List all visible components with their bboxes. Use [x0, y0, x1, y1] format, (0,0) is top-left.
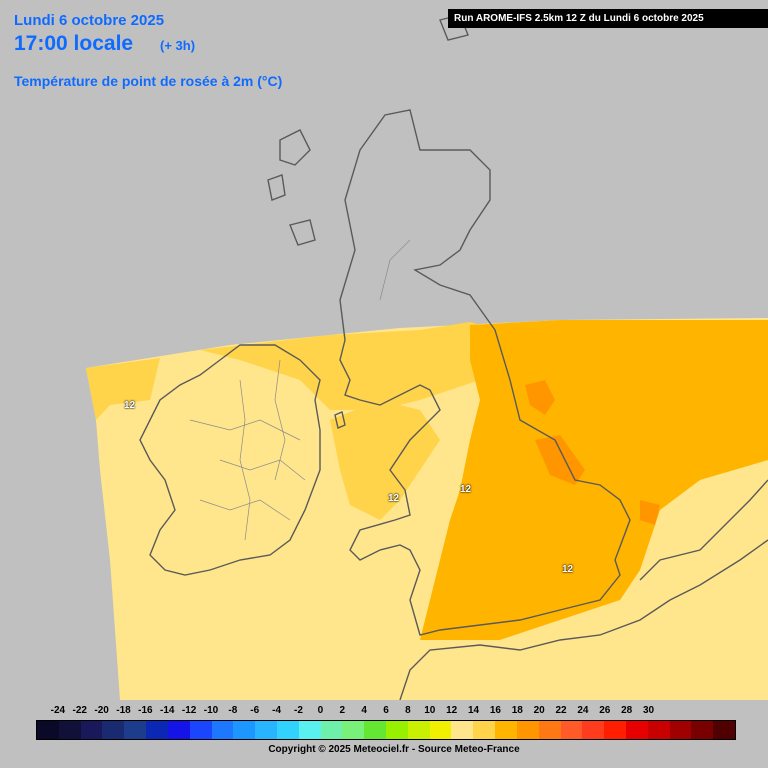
- coastline-france: [399, 539, 768, 700]
- color-swatch: [189, 721, 212, 739]
- scale-tick-label: 26: [599, 705, 611, 716]
- county-borders: [189, 239, 411, 541]
- dewpoint-band-14-16: [640, 500, 660, 525]
- scale-tick-label: -20: [94, 705, 109, 716]
- coastline-islands: [289, 219, 316, 246]
- color-swatch: [386, 721, 408, 739]
- scale-tick-label: 0: [317, 705, 324, 716]
- dewpoint-map: [86, 14, 768, 700]
- coastline-low-countries: [639, 479, 768, 581]
- color-scale-labels: -24 -22 -20 -18 -16 -14 -12 -10 -8 -6 -4 -2 0 2 4 6 8 10 1…: [36, 705, 736, 717]
- dewpoint-band-16-18: [535, 435, 585, 485]
- color-swatch: [407, 721, 430, 739]
- lead-time: (+ 3h): [160, 38, 196, 53]
- dewpoint-band-12-14: [86, 358, 160, 420]
- scale-tick-label: -22: [72, 705, 87, 716]
- scale-tick-label: 20: [533, 705, 545, 716]
- color-swatch: [495, 721, 517, 739]
- color-swatch: [124, 721, 147, 739]
- scale-tick-label: -10: [203, 705, 219, 716]
- color-swatch: [342, 721, 365, 739]
- scale-tick-label: 10: [424, 705, 436, 716]
- dewpoint-band-14-16: [420, 320, 768, 640]
- forecast-time: 17:00 locale: [14, 32, 134, 55]
- scale-tick-label: -24: [50, 705, 66, 716]
- contour-label: 12: [388, 493, 400, 504]
- coastline-isle-of-man: [334, 411, 346, 429]
- color-swatch: [647, 721, 670, 739]
- color-swatch: [604, 721, 626, 739]
- color-swatch: [146, 721, 168, 739]
- color-scale: [36, 720, 736, 740]
- copyright: Copyright © 2025 Meteociel.fr - Source M…: [268, 744, 520, 755]
- scale-tick-label: 16: [489, 705, 501, 716]
- color-swatch: [538, 721, 561, 739]
- scale-tick-label: -18: [116, 705, 131, 716]
- color-swatch: [625, 721, 648, 739]
- scale-tick-label: 8: [405, 705, 411, 716]
- scale-tick-label: -2: [294, 705, 303, 716]
- scale-tick-label: 24: [577, 705, 589, 716]
- scale-tick-label: -4: [272, 705, 282, 716]
- color-swatch: [276, 721, 299, 739]
- color-swatch: [233, 721, 256, 739]
- scale-tick-label: -6: [250, 705, 260, 716]
- scale-tick-label: 28: [621, 705, 633, 716]
- scale-tick-label: 14: [467, 705, 480, 716]
- dewpoint-band-12-14: [330, 400, 440, 520]
- parameter-title: Température de point de rosée à 2m (°C): [14, 73, 283, 89]
- color-swatch: [473, 721, 496, 739]
- scale-tick-label: -8: [228, 705, 238, 716]
- forecast-date: Lundi 6 octobre 2025: [14, 12, 165, 29]
- color-swatch: [255, 721, 277, 739]
- color-swatch: [364, 721, 386, 739]
- coastline-islands: [279, 129, 311, 166]
- contour-label: 12: [562, 564, 574, 575]
- color-swatch: [167, 721, 190, 739]
- color-swatch: [560, 721, 583, 739]
- run-info: Run AROME-IFS 2.5km 12 Z du Lundi 6 octo…: [448, 9, 768, 28]
- coastline: [139, 14, 768, 700]
- dewpoint-band-10-12: [400, 560, 768, 700]
- color-swatch: [582, 721, 605, 739]
- color-swatch: [516, 721, 539, 739]
- color-swatch: [691, 721, 714, 739]
- scale-tick-label: 4: [361, 705, 367, 716]
- scale-tick-label: 2: [339, 705, 346, 716]
- scale-tick-label: 6: [383, 705, 389, 716]
- dewpoint-band-16-18: [525, 380, 555, 415]
- color-swatch: [298, 721, 321, 739]
- coastline-islands: [267, 174, 286, 201]
- scale-tick-label: 22: [555, 705, 567, 716]
- color-swatch: [58, 721, 81, 739]
- color-swatch: [429, 721, 452, 739]
- color-swatch: [713, 721, 735, 739]
- color-swatch: [320, 721, 343, 739]
- scale-tick-label: -12: [181, 705, 197, 716]
- scale-tick-label: -14: [160, 705, 175, 716]
- color-swatch: [669, 721, 692, 739]
- color-swatch: [80, 721, 103, 739]
- color-swatch: [211, 721, 234, 739]
- dewpoint-band-10-12: [96, 410, 180, 700]
- color-swatch: [102, 721, 125, 739]
- coastline-ireland: [139, 344, 321, 576]
- color-swatch: [451, 721, 474, 739]
- scale-tick-label: 30: [642, 705, 655, 716]
- coastline-great-britain: [339, 109, 631, 636]
- contour-label: 12: [460, 484, 472, 495]
- scale-tick-label: -16: [138, 705, 153, 716]
- scale-tick-label: 18: [511, 705, 523, 716]
- color-swatch: [37, 721, 59, 739]
- scale-tick-label: 12: [446, 705, 458, 716]
- contour-label: 12: [124, 400, 136, 411]
